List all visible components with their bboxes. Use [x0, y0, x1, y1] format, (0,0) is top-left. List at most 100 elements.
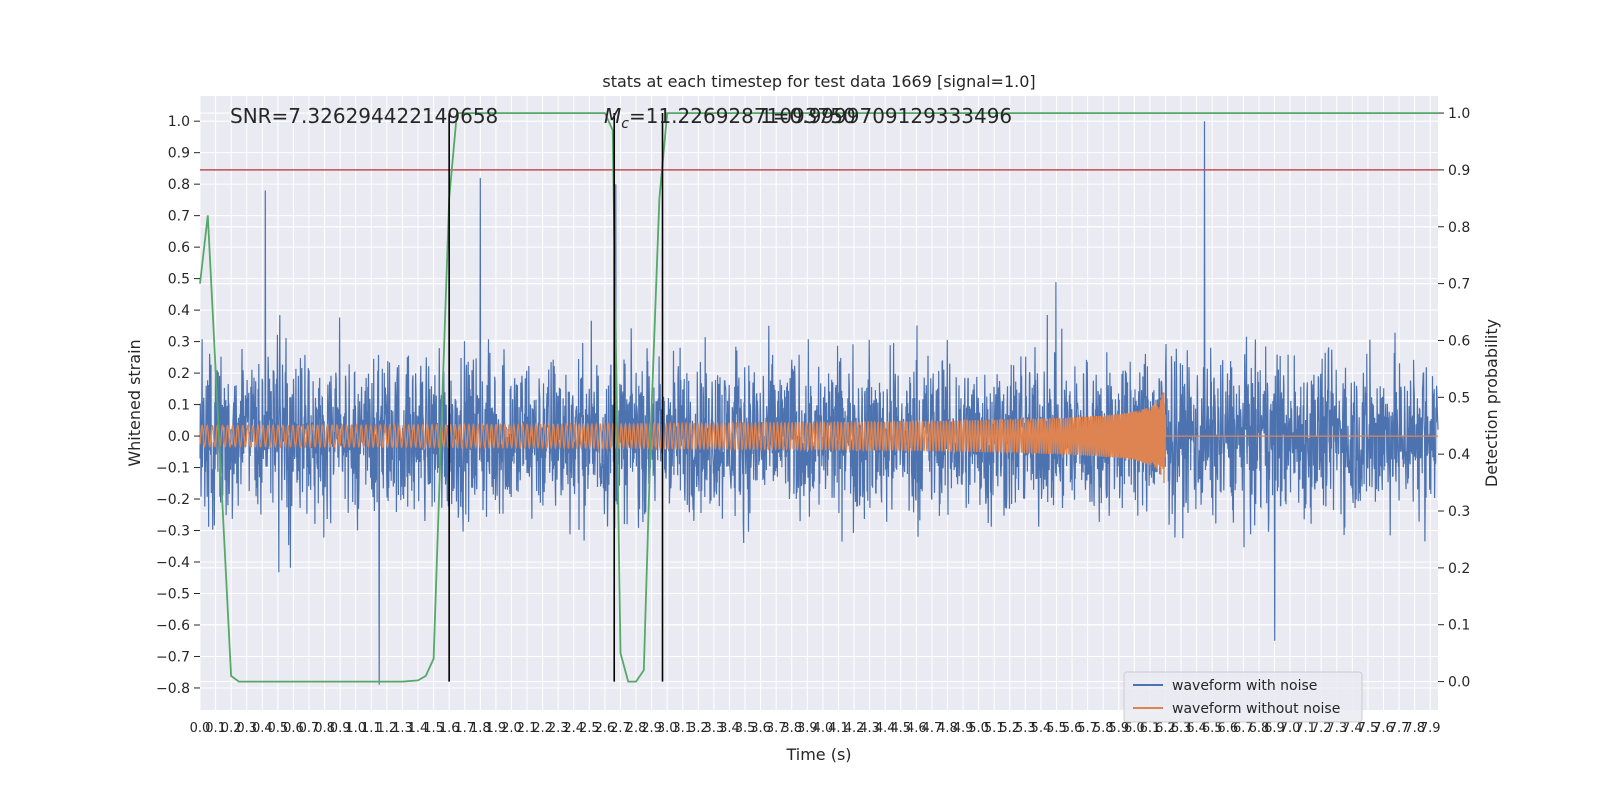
x-tick-label: 6.9: [1264, 721, 1285, 736]
y-tick-label: 0.2: [168, 366, 190, 382]
x-tick-label: 0.1: [205, 721, 226, 736]
x-tick-label: 2.1: [517, 721, 538, 736]
x-tick-label: 2.4: [563, 721, 584, 736]
x-tick-label: 6.0: [1124, 721, 1145, 736]
x-axis-label: Time (s): [785, 745, 851, 764]
y2-tick-label: 0.4: [1448, 447, 1470, 463]
x-tick-label: 3.0: [657, 721, 678, 736]
x-tick-label: 6.2: [1155, 721, 1176, 736]
y-tick-label: −0.7: [156, 649, 190, 665]
x-tick-label: 0.5: [268, 721, 289, 736]
x-tick-label: 6.6: [1217, 721, 1238, 736]
y-tick-label: 0.6: [168, 240, 190, 256]
x-tick-label: 0.9: [330, 721, 351, 736]
y2-axis-label: Detection probability: [1482, 319, 1501, 487]
x-tick-label: 5.7: [1077, 721, 1098, 736]
y2-tick-label: 0.6: [1448, 333, 1470, 349]
x-tick-label: 5.2: [999, 721, 1020, 736]
y-tick-label: 0.8: [168, 177, 190, 193]
x-tick-label: 2.3: [548, 721, 569, 736]
snr-annotation: SNR=7.326294422149658: [230, 104, 498, 128]
x-tick-label: 2.8: [626, 721, 647, 736]
x-tick-label: 6.5: [1202, 721, 1223, 736]
chirp-mass-subscript: c: [621, 116, 629, 132]
detection-probability-line: [199, 112, 1438, 683]
legend-label-clean: waveform without noise: [1172, 701, 1340, 717]
overlap-annotation: 1=0.9999709129333496: [760, 104, 1012, 128]
x-tick-label: 1.7: [454, 721, 475, 736]
x-tick-label: 4.5: [890, 721, 911, 736]
x-tick-label: 6.7: [1233, 721, 1254, 736]
x-tick-label: 3.7: [766, 721, 787, 736]
x-tick-label: 7.5: [1358, 721, 1379, 736]
y2-tick-label: 0.5: [1448, 390, 1470, 406]
y-axis-ticks: 1.0 0.9 0.8 0.7 0.6 0.5 0.4 0.3 0.2 0.1 0.0 −0.1 −0.…: [156, 114, 200, 697]
x-axis-ticks: 0.00.10.20.30.40.50.60.70.80.91.01.11.21…: [190, 721, 1441, 736]
y-tick-label: 0.4: [168, 303, 190, 319]
chirp-mass-annotation: Mc=11.22692871093750: [604, 104, 856, 132]
x-tick-label: 4.4: [875, 721, 896, 736]
x-tick-label: 4.7: [922, 721, 943, 736]
y2-tick-label: 0.0: [1448, 675, 1470, 691]
x-tick-label: 1.5: [423, 721, 444, 736]
x-tick-label: 7.0: [1280, 721, 1301, 736]
x-tick-label: 1.0: [345, 721, 366, 736]
x-tick-label: 5.3: [1015, 721, 1036, 736]
x-tick-label: 7.9: [1420, 721, 1441, 736]
x-tick-label: 7.2: [1311, 721, 1332, 736]
x-tick-label: 5.5: [1046, 721, 1067, 736]
waveform-without-noise-line: [199, 392, 1438, 484]
x-tick-label: 5.4: [1031, 721, 1052, 736]
x-tick-label: 2.5: [579, 721, 600, 736]
x-tick-label: 2.2: [532, 721, 553, 736]
x-tick-label: 2.7: [610, 721, 631, 736]
x-tick-label: 0.2: [221, 721, 242, 736]
x-tick-label: 1.1: [361, 721, 382, 736]
x-tick-label: 2.9: [641, 721, 662, 736]
x-tick-label: 4.3: [859, 721, 880, 736]
x-tick-label: 5.9: [1108, 721, 1129, 736]
chirp-mass-value: =11.22692871093750: [629, 104, 856, 128]
x-tick-label: 7.4: [1342, 721, 1363, 736]
y2-tick-label: 0.1: [1448, 618, 1470, 634]
x-tick-label: 6.1: [1140, 721, 1161, 736]
x-tick-label: 3.2: [688, 721, 709, 736]
chirp-mass-symbol: M: [604, 104, 621, 128]
vertical-markers: [448, 113, 664, 682]
y2-axis-ticks: 1.0 0.9 0.8 0.7 0.6 0.5 0.4 0.3 0.2 0.1 0.0: [1438, 106, 1470, 691]
y2-tick-label: 0.7: [1448, 277, 1470, 293]
y-tick-label: 1.0: [168, 114, 190, 130]
x-tick-label: 5.0: [968, 721, 989, 736]
x-tick-label: 6.3: [1171, 721, 1192, 736]
x-tick-label: 0.3: [236, 721, 257, 736]
chart-title: stats at each timestep for test data 166…: [602, 72, 1035, 91]
x-tick-label: 7.7: [1389, 721, 1410, 736]
legend: waveform with noise waveform without noi…: [1123, 671, 1363, 723]
x-tick-label: 3.5: [735, 721, 756, 736]
x-tick-label: 7.8: [1404, 721, 1425, 736]
x-tick-label: 4.1: [828, 721, 849, 736]
x-tick-label: 1.2: [377, 721, 398, 736]
x-tick-label: 0.8: [314, 721, 335, 736]
x-tick-label: 6.8: [1249, 721, 1270, 736]
waveform-with-noise-series: [199, 121, 1439, 685]
x-tick-label: 0.6: [283, 721, 304, 736]
y2-tick-label: 1.0: [1448, 106, 1470, 122]
y2-tick-label: 0.8: [1448, 220, 1470, 236]
x-tick-label: 6.4: [1186, 721, 1207, 736]
y-tick-label: 0.9: [168, 146, 190, 162]
y-tick-label: −0.8: [156, 681, 190, 697]
y2-tick-label: 0.3: [1448, 504, 1470, 520]
x-tick-label: 4.6: [906, 721, 927, 736]
x-tick-label: 3.4: [719, 721, 740, 736]
y-tick-label: 0.5: [168, 272, 190, 288]
x-tick-label: 1.3: [392, 721, 413, 736]
y-axis-label: Whitened strain: [125, 339, 144, 466]
x-tick-label: 7.6: [1373, 721, 1394, 736]
x-tick-label: 4.9: [953, 721, 974, 736]
x-tick-label: 3.9: [797, 721, 818, 736]
y-tick-label: −0.2: [156, 492, 190, 508]
y-tick-label: 0.3: [168, 335, 190, 351]
x-tick-label: 5.6: [1062, 721, 1083, 736]
